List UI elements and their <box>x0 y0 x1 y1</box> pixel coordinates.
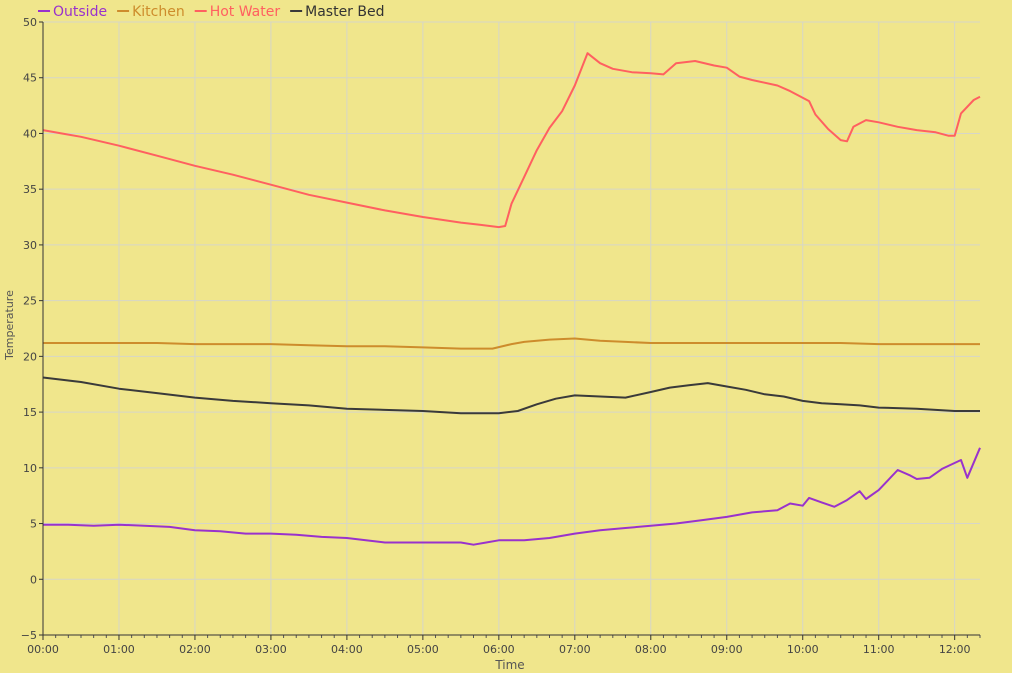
series-lines <box>42 52 981 546</box>
y-tick-label: 35 <box>23 183 37 196</box>
legend-item-master-bed[interactable]: Master Bed <box>290 4 385 20</box>
y-tick-label: 15 <box>23 406 37 419</box>
x-tick-label: 00:00 <box>27 643 59 656</box>
legend[interactable]: Outside Kitchen Hot Water Master Bed <box>38 4 385 20</box>
y-tick-label: 40 <box>23 127 37 140</box>
grid-lines <box>42 21 980 636</box>
legend-item-outside[interactable]: Outside <box>38 4 107 20</box>
legend-label: Hot Water <box>210 4 281 20</box>
y-tick-label: 10 <box>23 462 37 475</box>
series-line-hot-water <box>42 52 981 229</box>
y-tick-label: 45 <box>23 72 37 85</box>
x-tick-label: 10:00 <box>787 643 819 656</box>
y-tick-label: 50 <box>23 16 37 29</box>
y-tick-label: 0 <box>30 573 37 586</box>
y-tick-label: 5 <box>30 518 37 531</box>
x-tick-label: 04:00 <box>331 643 363 656</box>
series-line-outside <box>43 447 981 546</box>
x-tick-label: 12:00 <box>939 643 971 656</box>
y-tick-label: −5 <box>21 629 37 642</box>
x-tick-label: 06:00 <box>483 643 515 656</box>
y-tick-label: 25 <box>23 295 37 308</box>
legend-item-kitchen[interactable]: Kitchen <box>117 4 185 20</box>
axes: −5 0 5 10 15 20 25 30 35 40 45 50 00:00 01:00 02:00 03:… <box>21 16 981 656</box>
y-axis-title: Temperature <box>3 290 16 361</box>
y-tick-label: 30 <box>23 239 37 252</box>
series-line-kitchen <box>43 337 980 350</box>
x-tick-label: 08:00 <box>635 643 667 656</box>
legend-item-hot-water[interactable]: Hot Water <box>194 4 281 20</box>
legend-label: Master Bed <box>305 4 384 20</box>
x-tick-label: 09:00 <box>711 643 743 656</box>
series-line-master-bed <box>42 376 980 415</box>
legend-label: Kitchen <box>132 4 185 20</box>
legend-label: Outside <box>53 4 107 20</box>
x-tick-label: 05:00 <box>407 643 439 656</box>
x-axis-title: Time <box>494 658 524 672</box>
x-tick-label: 01:00 <box>103 643 135 656</box>
x-tick-label: 03:00 <box>255 643 287 656</box>
y-tick-label: 20 <box>23 350 37 363</box>
x-tick-label: 11:00 <box>863 643 895 656</box>
x-tick-label: 02:00 <box>179 643 211 656</box>
x-tick-label: 07:00 <box>559 643 591 656</box>
